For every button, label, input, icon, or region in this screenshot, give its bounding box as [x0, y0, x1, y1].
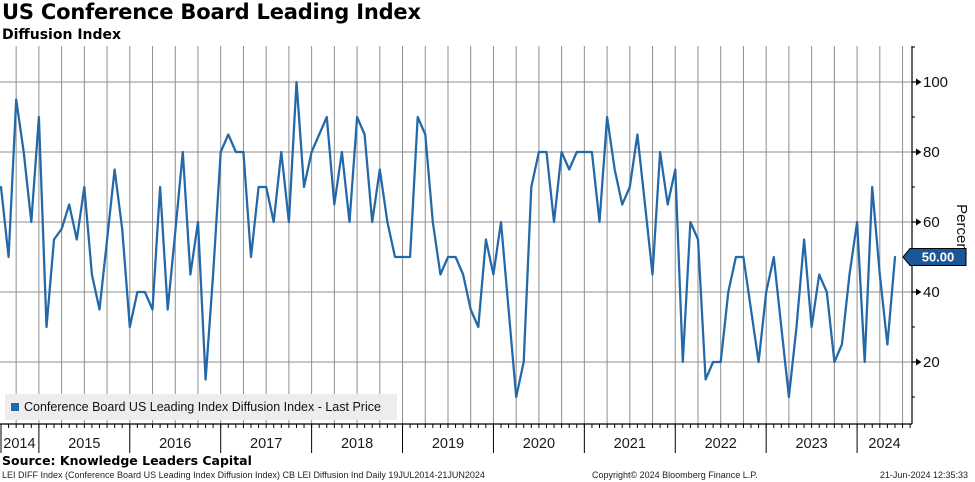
y-tick-label: 40 [923, 284, 940, 301]
year-tick-label: 2015 [68, 436, 100, 452]
year-tick-label: 2023 [795, 436, 827, 452]
year-tick-label: 2016 [159, 436, 191, 452]
x-axis-year-separators [0, 424, 858, 453]
timestamp: 21-Jun-2024 12:35:33 [879, 470, 968, 480]
year-tick-label: 2021 [614, 436, 646, 452]
year-tick-label: 2017 [250, 436, 282, 452]
y-tick-label: 80 [923, 144, 940, 161]
year-tick-label: 2014 [3, 436, 35, 452]
year-tick-label: 2018 [341, 436, 373, 452]
legend-series-marker-icon [11, 403, 19, 411]
year-tick-label: 2022 [705, 436, 737, 452]
chart-legend: Conference Board US Leading Index Diffus… [5, 394, 397, 420]
y-axis-labels: 20 40 60 80 100 [912, 46, 948, 398]
y-axis-title: Percent [953, 204, 970, 257]
page-title: US Conference Board Leading Index [2, 0, 421, 24]
axis-frame [0, 46, 913, 425]
source-line: Source: Knowledge Leaders Capital [2, 453, 252, 468]
year-tick-label: 2020 [523, 436, 555, 452]
series-description: LEI DIFF Index (Conference Board US Lead… [2, 470, 485, 480]
legend-series-label: Conference Board US Leading Index Diffus… [24, 400, 381, 414]
vertical-gridlines [15, 46, 904, 424]
last-price-badge: 50.00 [902, 248, 967, 266]
year-tick-label: 2024 [868, 436, 900, 452]
year-tick-label: 2019 [432, 436, 464, 452]
last-price-value: 50.00 [922, 250, 955, 265]
x-axis-month-ticks [0, 424, 911, 428]
y-tick-label: 60 [923, 214, 940, 231]
copyright-notice: Copyright© 2024 Bloomberg Finance L.P. [592, 470, 758, 480]
page-subtitle: Diffusion Index [2, 27, 122, 43]
horizontal-gridlines [0, 81, 912, 363]
series-line-conference-board-diffusion-index [0, 80, 897, 399]
y-tick-label: 100 [923, 74, 948, 91]
y-tick-label: 20 [923, 354, 940, 371]
x-axis-year-labels: 2014 2015 2016 2017 2018 2019 2020 2021 2022 2023… [3, 436, 900, 452]
